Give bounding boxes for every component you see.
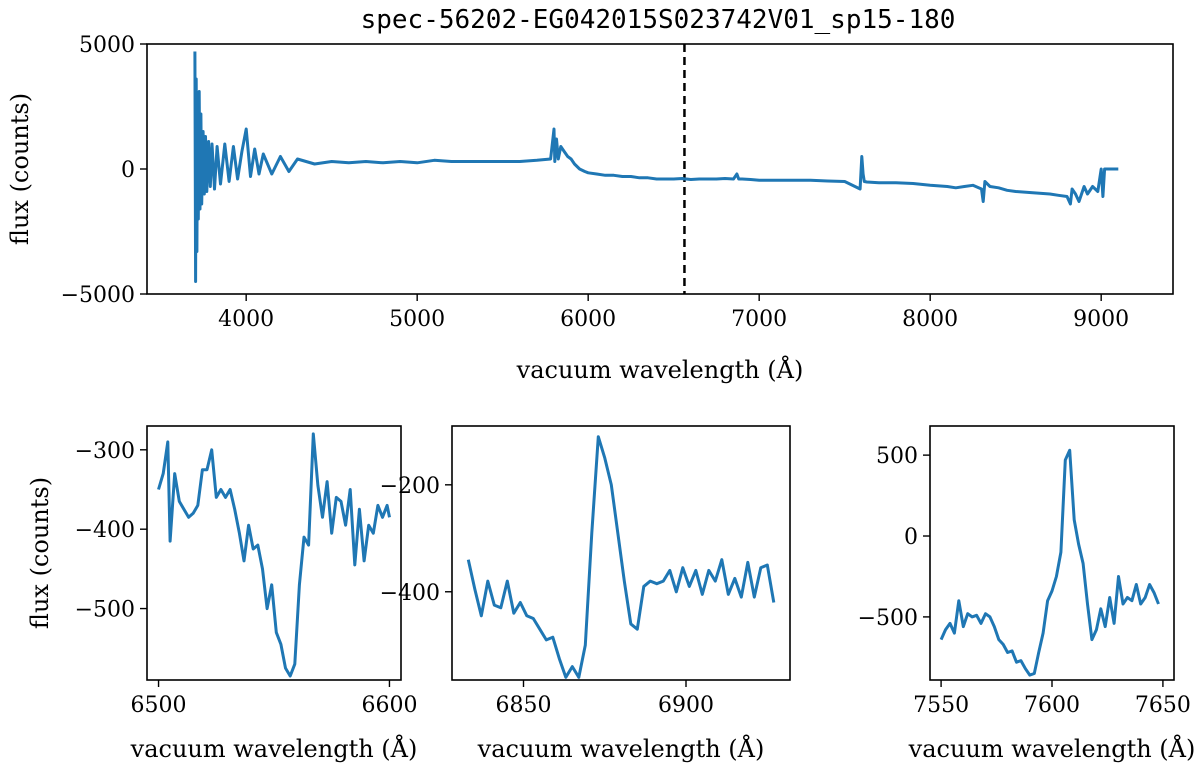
- y-tick-label: −300: [75, 439, 135, 464]
- plot-frame: [146, 43, 1174, 295]
- spectrum-line: [157, 432, 391, 678]
- x-tick-label: 9000: [1073, 307, 1129, 332]
- halpha-zoom-panel: 6500 6600 −500 −400 −300 vacuum wavelength (…: [26, 425, 418, 763]
- x-tick-label: 6900: [658, 693, 714, 718]
- spectrum-line: [193, 51, 1119, 283]
- spectrum-line: [466, 435, 776, 679]
- x-tick-label: 6500: [131, 693, 187, 718]
- x-axis-label: vacuum wavelength (Å): [908, 734, 1196, 763]
- y-tick-label: −400: [380, 581, 440, 606]
- y-tick-label: −400: [75, 518, 135, 543]
- x-axis-label: vacuum wavelength (Å): [477, 734, 765, 763]
- plot-frame: [929, 425, 1175, 681]
- x-tick-label: 6600: [361, 693, 417, 718]
- x-tick-label: 6000: [560, 307, 616, 332]
- x-tick-label: 7650: [1135, 693, 1191, 718]
- feature-6870-zoom-panel: 6850 6900 −400 −200 vacuum wavelength (Å): [380, 425, 791, 763]
- y-axis-label: flux (counts): [6, 93, 34, 245]
- full-spectrum-panel: spec-56202-EG042015S023742V01_sp15-180 4…: [6, 5, 1174, 384]
- feature-7600-zoom-panel: 7550 7600 7650 −500 0 500 vacuum wavelength (…: [858, 425, 1196, 763]
- x-tick-label: 5000: [389, 307, 445, 332]
- chart-title: spec-56202-EG042015S023742V01_sp15-180: [361, 5, 956, 35]
- x-tick-label: 7000: [731, 307, 787, 332]
- y-tick-label: −200: [380, 474, 440, 499]
- y-tick-label: −500: [858, 606, 918, 631]
- x-axis-label: vacuum wavelength (Å): [516, 355, 804, 384]
- x-tick-label: 6850: [496, 693, 552, 718]
- x-tick-label: 4000: [218, 307, 274, 332]
- y-tick-label: 500: [876, 444, 918, 469]
- x-tick-label: 7550: [913, 693, 969, 718]
- x-tick-label: 8000: [902, 307, 958, 332]
- y-tick-label: −5000: [61, 283, 135, 308]
- x-axis-label: vacuum wavelength (Å): [130, 734, 418, 763]
- y-tick-label: 5000: [79, 33, 135, 58]
- y-tick-label: 0: [904, 525, 918, 550]
- plot-frame: [146, 425, 402, 681]
- plot-frame: [451, 425, 791, 681]
- y-axis-label: flux (counts): [26, 477, 54, 629]
- y-tick-label: 0: [121, 158, 135, 183]
- spectrum-line: [939, 448, 1160, 677]
- x-tick-label: 7600: [1024, 693, 1080, 718]
- y-tick-label: −500: [75, 598, 135, 623]
